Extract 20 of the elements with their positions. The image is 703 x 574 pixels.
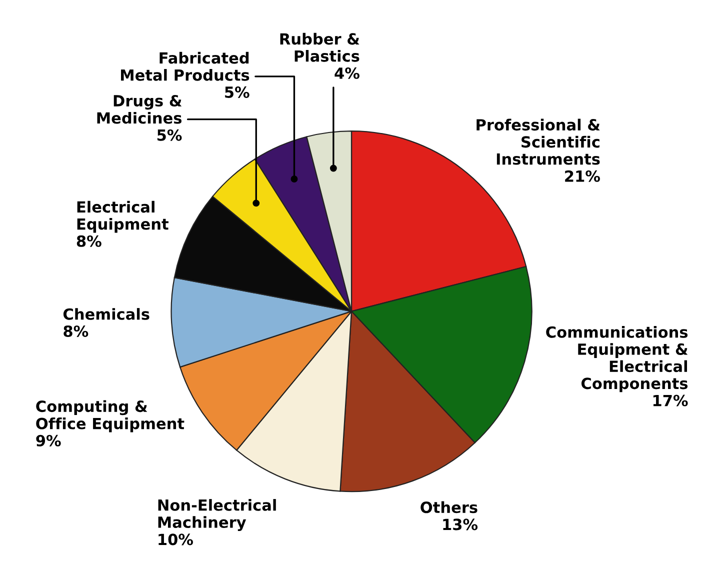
- data-label: 8%: [64, 325, 88, 337]
- slice-label: Rubber & Plastics: [280, 32, 360, 62]
- slice-label: Professional & Scientific Instruments: [476, 118, 600, 165]
- data-label: 13%: [443, 518, 478, 530]
- slice-label: Electrical Equipment: [77, 200, 168, 233]
- data-label: 10%: [158, 534, 193, 546]
- slice-label: Chemicals: [63, 308, 150, 320]
- slice-label: Others: [420, 501, 478, 514]
- data-label: 21%: [565, 170, 600, 182]
- data-label: 5%: [157, 129, 182, 141]
- slice-label: Fabricated Metal Products: [121, 52, 250, 81]
- data-label: 4%: [334, 67, 360, 79]
- slice-label: Drugs & Medicines: [97, 94, 182, 124]
- data-label: 8%: [76, 235, 102, 247]
- slice-label: Communications Equipment & Electrical Components: [546, 326, 688, 392]
- data-label: 5%: [225, 86, 250, 98]
- data-label: 17%: [653, 394, 688, 406]
- slice-label: Computing & Office Equipment: [36, 400, 184, 432]
- data-label: 9%: [36, 434, 61, 446]
- slice-label: Non-Electrical Machinery: [158, 499, 276, 532]
